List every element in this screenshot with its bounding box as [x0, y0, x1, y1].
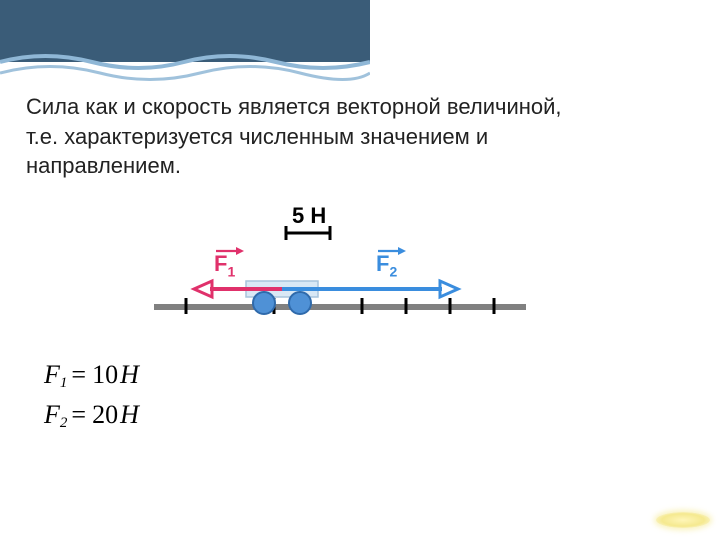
cart-wheel-right — [289, 292, 311, 314]
slide-root: Сила как и скорость является векторной в… — [0, 0, 720, 540]
f1-vector-overline-icon — [214, 245, 244, 257]
equations-block: F1 = 10H F2 = 20H — [44, 355, 139, 436]
diagram-svg — [110, 215, 570, 335]
equation-f2: F2 = 20H — [44, 395, 139, 435]
force-diagram: 5 Н F1 F2 — [110, 215, 570, 335]
body-text: Сила как и скорость является векторной в… — [26, 92, 586, 181]
corner-glow-icon — [656, 512, 710, 528]
equation-f1: F1 = 10H — [44, 355, 139, 395]
force-f2-label: F2 — [376, 251, 397, 279]
force-f1-label: F1 — [214, 251, 235, 279]
f2-vector-overline-icon — [376, 245, 406, 257]
title-band — [0, 0, 370, 86]
cart-wheel-left — [253, 292, 275, 314]
scale-label: 5 Н — [292, 203, 326, 229]
